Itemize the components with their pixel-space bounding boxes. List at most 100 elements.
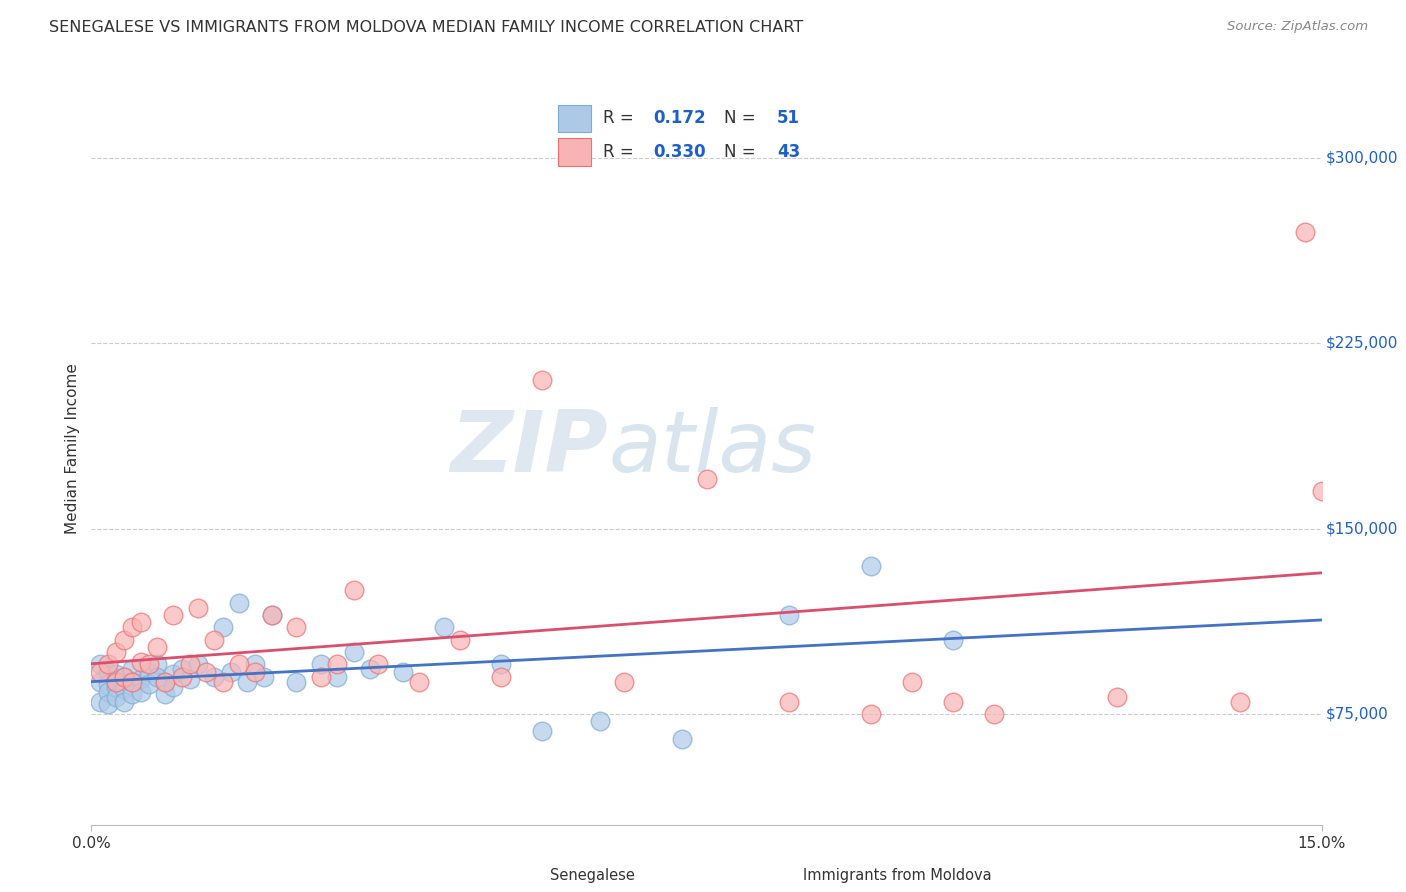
Point [129,673,152,687]
Point [112,694,135,708]
Point [531,724,554,739]
Point [153,674,177,689]
Point [326,670,349,684]
Point [121,687,143,701]
Point [97,665,120,679]
Point [1294,225,1316,239]
Text: $300,000: $300,000 [1326,151,1398,165]
Point [253,670,276,684]
Point [778,608,800,623]
Point [219,665,242,679]
Text: SENEGALESE VS IMMIGRANTS FROM MOLDOVA MEDIAN FAMILY INCOME CORRELATION CHART: SENEGALESE VS IMMIGRANTS FROM MOLDOVA ME… [49,20,803,35]
Point [129,684,152,698]
Point [121,662,143,676]
Point [228,657,250,672]
Bar [558,138,591,166]
Point [491,670,513,684]
Point [129,615,152,630]
Point [146,640,169,655]
Point [260,608,283,623]
Point [359,662,381,676]
Text: R =: R = [603,110,638,128]
Text: 43: 43 [778,144,800,161]
Point [491,657,513,672]
Point [195,665,218,679]
Point [671,731,693,746]
Point [859,706,882,721]
Point [105,680,127,694]
Point [245,665,267,679]
Point [138,677,160,691]
Point [613,674,636,689]
Point [449,632,471,647]
Point [392,665,415,679]
Point [105,690,127,704]
Point [162,667,184,681]
Point [260,608,283,623]
Point [170,670,193,684]
Text: Source: ZipAtlas.com: Source: ZipAtlas.com [1227,20,1368,33]
Point [138,657,160,672]
Point [112,670,135,684]
Point [97,684,120,698]
Point [285,620,308,634]
Point [105,674,127,689]
Point [89,694,111,708]
Text: Immigrants from Moldova: Immigrants from Moldova [803,868,991,882]
Point [170,662,193,676]
Point [900,674,922,689]
Point [121,674,143,689]
Point [146,657,169,672]
Point [211,674,233,689]
Point [179,673,201,687]
Point [695,472,717,486]
Point [983,706,1005,721]
Point [97,657,120,672]
Point [179,657,201,672]
Text: 0.172: 0.172 [652,110,706,128]
Point [343,645,366,659]
Y-axis label: Median Family Income: Median Family Income [65,363,80,533]
Point [942,694,965,708]
Point [146,670,169,684]
Point [162,680,184,694]
Point [153,674,177,689]
Text: 0.330: 0.330 [652,144,706,161]
Point [138,665,160,679]
Point [309,657,332,672]
Point [121,620,143,634]
Point [236,674,259,689]
Point [121,674,143,689]
Point [202,632,225,647]
Point [97,697,120,711]
Text: R =: R = [603,144,638,161]
Point [309,670,332,684]
Text: 51: 51 [778,110,800,128]
Point [202,670,225,684]
Point [367,657,389,672]
Point [589,714,612,729]
Point [326,657,349,672]
Point [187,600,209,615]
Point [1310,484,1333,499]
Text: Senegalese: Senegalese [550,868,634,882]
Point [112,670,135,684]
Text: $150,000: $150,000 [1326,521,1398,536]
Point [112,632,135,647]
Point [129,655,152,669]
Text: N =: N = [724,144,761,161]
Point [228,596,250,610]
Text: atlas: atlas [607,407,815,490]
Point [285,674,308,689]
Point [112,682,135,697]
Point [433,620,456,634]
Point [89,657,111,672]
Text: $225,000: $225,000 [1326,335,1398,351]
Text: N =: N = [724,110,761,128]
Point [89,665,111,679]
Point [187,657,209,672]
Point [105,645,127,659]
Point [97,677,120,691]
Text: $75,000: $75,000 [1326,706,1388,722]
Text: ZIP: ZIP [450,407,607,490]
